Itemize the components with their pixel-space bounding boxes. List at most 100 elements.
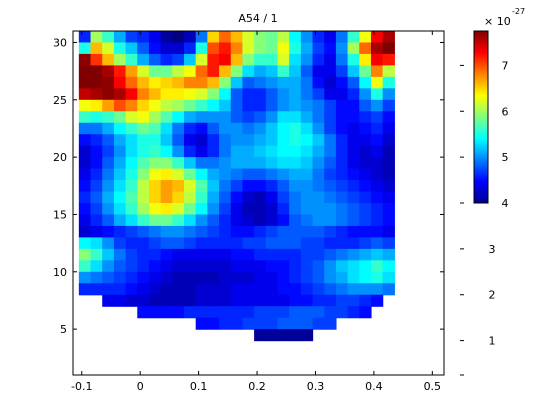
- heatmap-cell: [347, 42, 360, 55]
- heatmap-cell: [370, 214, 384, 227]
- heatmap-cell: [370, 157, 384, 170]
- heatmap-cell: [312, 65, 325, 78]
- heatmap-cell: [137, 88, 150, 101]
- heatmap-cell: [230, 88, 244, 101]
- x-tick-label: -0.1: [71, 380, 92, 393]
- heatmap-cell: [160, 180, 173, 193]
- heatmap-cell: [137, 203, 150, 216]
- heatmap-cell: [137, 111, 150, 124]
- heatmap-cell: [242, 180, 255, 193]
- colorbar-tick-label: 6: [502, 105, 509, 118]
- heatmap-cell: [359, 294, 372, 307]
- heatmap-cell: [137, 31, 150, 44]
- heatmap-cell: [324, 145, 337, 158]
- heatmap-cell: [324, 283, 337, 296]
- heatmap-cell: [265, 88, 279, 101]
- heatmap-cell: [347, 203, 360, 216]
- heatmap-cell: [300, 31, 314, 44]
- heatmap-cell: [254, 122, 267, 135]
- heatmap-cell: [312, 122, 325, 135]
- heatmap-cell: [254, 99, 267, 112]
- heatmap-cell: [382, 248, 395, 261]
- heatmap-cell: [137, 99, 150, 112]
- heatmap-cell: [382, 191, 395, 204]
- heatmap-cell: [300, 122, 314, 135]
- heatmap-cell: [359, 88, 372, 101]
- heatmap-cell: [254, 31, 267, 44]
- heatmap-cell: [207, 306, 220, 319]
- heatmap-cell: [207, 122, 220, 135]
- heatmap-cell: [113, 180, 127, 193]
- heatmap-cell: [137, 157, 150, 170]
- heatmap-cell: [160, 260, 173, 273]
- heatmap-cell: [125, 168, 138, 181]
- heatmap-cell: [125, 31, 138, 44]
- heatmap-cell: [195, 283, 208, 296]
- heatmap-cell: [254, 225, 267, 238]
- heatmap-cell: [137, 283, 150, 296]
- heatmap-cell: [289, 88, 302, 101]
- heatmap-cell: [300, 111, 314, 124]
- heatmap-cell: [277, 329, 290, 342]
- heatmap-cell: [277, 31, 290, 44]
- heatmap-cell: [207, 260, 220, 273]
- heatmap-cell: [335, 42, 349, 55]
- heatmap-cell: [102, 294, 115, 307]
- heatmap-cell: [324, 294, 337, 307]
- heatmap-cell: [172, 180, 185, 193]
- heatmap-cell: [113, 283, 127, 296]
- heatmap-cell: [370, 122, 384, 135]
- heatmap-cell: [195, 271, 208, 284]
- heatmap-cell: [289, 99, 302, 112]
- heatmap-cell: [359, 111, 372, 124]
- heatmap-cell: [300, 180, 314, 193]
- heatmap-cell: [219, 191, 232, 204]
- heatmap-cell: [207, 99, 220, 112]
- heatmap-cell: [312, 225, 325, 238]
- heatmap-cell: [265, 157, 279, 170]
- heatmap-cell: [102, 225, 115, 238]
- heatmap-cell: [148, 65, 162, 78]
- heatmap-cell: [312, 31, 325, 44]
- heatmap-cell: [277, 294, 290, 307]
- heatmap-cell: [184, 65, 197, 78]
- heatmap-cell: [277, 76, 290, 89]
- heatmap-cell: [347, 122, 360, 135]
- heatmap-cell: [300, 53, 314, 66]
- heatmap-cell: [207, 248, 220, 261]
- heatmap-cell: [324, 225, 337, 238]
- heatmap-cell: [335, 99, 349, 112]
- heatmap-cell: [382, 283, 395, 296]
- heatmap-cell: [160, 88, 173, 101]
- heatmap-cell: [312, 76, 325, 89]
- heatmap-cell: [90, 203, 103, 216]
- heatmap-cell: [347, 191, 360, 204]
- heatmap-cell: [184, 168, 197, 181]
- heatmap-cell: [359, 42, 372, 55]
- heatmap-cell: [242, 65, 255, 78]
- plot-frame: [72, 30, 445, 376]
- heatmap-cell: [90, 145, 103, 158]
- heatmap-cell: [78, 203, 92, 216]
- heatmap-cell: [184, 145, 197, 158]
- heatmap-cell: [300, 145, 314, 158]
- heatmap-cell: [265, 76, 279, 89]
- y-tick-label: 10: [53, 266, 67, 279]
- heatmap-cell: [300, 294, 314, 307]
- heatmap-cell: [184, 42, 197, 55]
- heatmap-cell: [312, 111, 325, 124]
- heatmap-cell: [113, 191, 127, 204]
- heatmap-cell: [335, 214, 349, 227]
- heatmap-cell: [289, 260, 302, 273]
- heatmap-cell: [277, 145, 290, 158]
- heatmap-cell: [370, 225, 384, 238]
- heatmap-cell: [265, 122, 279, 135]
- heatmap-cell: [78, 271, 92, 284]
- heatmap-cell: [265, 283, 279, 296]
- heatmap-cell: [207, 225, 220, 238]
- heatmap-cell: [335, 65, 349, 78]
- heatmap-cell: [347, 88, 360, 101]
- heatmap-cell: [184, 248, 197, 261]
- heatmap-cell: [370, 294, 384, 307]
- heatmap-cell: [195, 214, 208, 227]
